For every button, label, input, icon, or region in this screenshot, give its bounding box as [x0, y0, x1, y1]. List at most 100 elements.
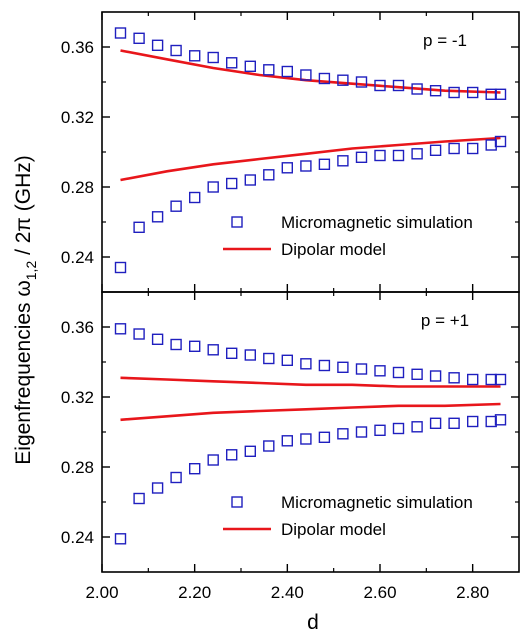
panels-layer: 0.24 0.28 0.32 0.36 p = -1 Micromagnetic simu… [61, 11, 520, 602]
simulation-marker [151, 333, 164, 345]
simulation-marker [263, 169, 275, 181]
x-tick-label: 2.00 [85, 583, 118, 602]
legend-label-model: Dipolar model [281, 520, 386, 539]
simulation-marker [392, 422, 405, 435]
simulation-marker [300, 160, 312, 172]
x-axis-title: d [307, 611, 319, 634]
simulation-marker [207, 51, 219, 64]
simulation-marker [411, 83, 423, 95]
legend-label-simulation: Micromagnetic simulation [281, 213, 473, 232]
simulation-marker [188, 463, 201, 475]
simulation-marker [281, 435, 293, 447]
panel-label: p = -1 [423, 31, 467, 50]
simulation-marker [244, 60, 257, 72]
simulation-marker [188, 191, 201, 204]
simulation-marker [225, 177, 238, 190]
simulation-marker [151, 211, 164, 223]
simulation-marker [263, 352, 275, 365]
simulation-marker [244, 349, 257, 361]
simulation-marker [485, 373, 497, 386]
simulation-marker [281, 354, 293, 366]
simulation-marker [225, 57, 238, 69]
panel-label: p = +1 [421, 311, 469, 330]
simulation-marker [494, 88, 507, 101]
simulation-marker [207, 344, 219, 356]
simulation-marker [281, 65, 293, 78]
y-axis-title-suffix: / 2π (GHz) [12, 155, 35, 261]
x-tick-label: 2.80 [456, 583, 489, 602]
simulation-marker [467, 415, 479, 428]
simulation-marker [337, 155, 349, 167]
simulation-marker [429, 370, 442, 382]
simulation-marker [114, 323, 127, 335]
y-tick-label: 0.36 [61, 38, 94, 57]
simulation-marker [494, 414, 507, 426]
simulation-marker [188, 340, 201, 352]
simulation-marker [207, 181, 219, 193]
simulation-marker [114, 27, 127, 39]
simulation-marker [133, 328, 145, 340]
simulation-marker [467, 86, 479, 99]
legend-marker-simulation [231, 496, 243, 508]
simulation-marker [318, 158, 331, 171]
simulation-marker [355, 76, 368, 88]
simulation-marker [411, 368, 423, 380]
simulation-marker [300, 69, 312, 81]
simulation-marker [392, 149, 405, 162]
simulation-marker [392, 79, 405, 92]
x-tick-label: 2.60 [363, 583, 396, 602]
y-axis-title: Eigenfrequencies ω1,2 / 2π (GHz) [12, 155, 39, 464]
simulation-marker [244, 445, 257, 457]
simulation-marker [448, 86, 460, 99]
simulation-marker [429, 144, 442, 157]
simulation-marker [281, 162, 293, 174]
simulation-marker [244, 174, 257, 186]
simulation-marker [411, 148, 423, 160]
y-tick-label: 0.24 [61, 248, 94, 267]
simulation-marker [207, 454, 219, 466]
simulation-marker [355, 426, 368, 438]
legend-label-simulation: Micromagnetic simulation [281, 493, 473, 512]
simulation-marker [485, 415, 497, 428]
simulation-marker [318, 72, 331, 85]
model-line-lower [120, 136, 501, 182]
simulation-marker [188, 50, 201, 62]
simulation-marker [374, 365, 386, 377]
y-tick-label: 0.36 [61, 318, 94, 337]
model-line-upper [120, 376, 501, 388]
simulation-marker [448, 142, 460, 155]
simulation-marker [133, 492, 145, 505]
simulation-marker [448, 372, 460, 384]
simulation-marker [355, 151, 368, 164]
simulation-marker [374, 149, 386, 162]
simulation-marker [263, 64, 275, 76]
simulation-marker [494, 135, 507, 148]
simulation-marker [448, 417, 460, 429]
y-tick-label: 0.24 [61, 528, 94, 547]
simulation-marker [133, 221, 145, 234]
simulation-marker [337, 74, 349, 86]
simulation-marker [225, 347, 238, 359]
simulation-marker [485, 139, 497, 151]
y-axis-title-prefix: Eigenfrequencies ω [12, 280, 35, 465]
simulation-marker [337, 361, 349, 373]
simulation-marker [467, 373, 479, 386]
y-axis-title-subscript: 1,2 [23, 261, 39, 281]
y-tick-label: 0.32 [61, 108, 94, 127]
simulation-marker [151, 482, 164, 494]
simulation-marker [300, 433, 312, 445]
panel-1: 0.24 0.28 0.32 0.36 p = -1 Micromagnetic simu… [61, 11, 520, 293]
simulation-marker [355, 363, 368, 375]
simulation-marker [337, 428, 349, 440]
model-line-lower [120, 402, 501, 422]
simulation-marker [170, 200, 182, 212]
simulation-marker [374, 79, 386, 92]
simulation-marker [429, 417, 442, 429]
simulation-marker [300, 358, 312, 370]
simulation-marker [494, 373, 507, 386]
simulation-marker [263, 440, 275, 452]
simulation-marker [225, 449, 238, 461]
simulation-marker [170, 44, 182, 57]
simulation-marker [429, 84, 442, 97]
